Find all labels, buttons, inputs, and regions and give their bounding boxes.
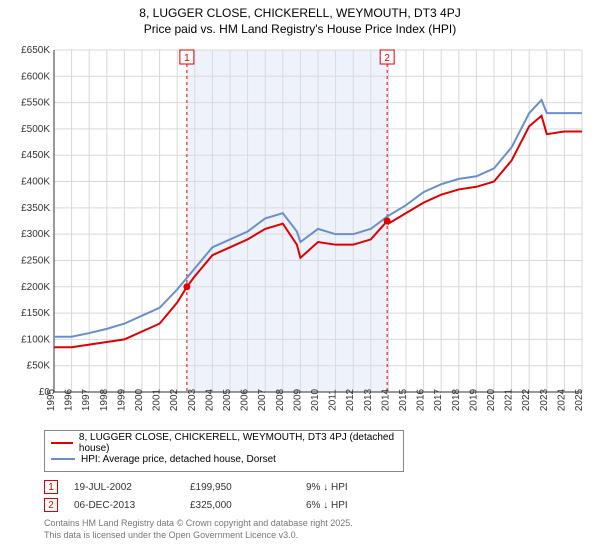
svg-text:1995: 1995 bbox=[46, 388, 57, 411]
svg-text:2004: 2004 bbox=[204, 388, 215, 411]
svg-text:2017: 2017 bbox=[433, 388, 444, 411]
svg-text:2016: 2016 bbox=[416, 388, 427, 411]
svg-text:2011: 2011 bbox=[328, 389, 339, 411]
svg-text:£100K: £100K bbox=[21, 334, 50, 345]
svg-text:2012: 2012 bbox=[345, 388, 356, 411]
sale-marker: 1 bbox=[44, 480, 58, 494]
chart-subtitle: Price paid vs. HM Land Registry's House … bbox=[0, 20, 600, 36]
svg-text:2008: 2008 bbox=[275, 388, 286, 411]
footnote-line: Contains HM Land Registry data © Crown c… bbox=[44, 518, 590, 530]
svg-text:2009: 2009 bbox=[292, 388, 303, 411]
svg-text:£200K: £200K bbox=[21, 282, 50, 293]
legend-label: HPI: Average price, detached house, Dors… bbox=[81, 454, 276, 465]
svg-text:£250K: £250K bbox=[21, 255, 50, 266]
svg-text:1999: 1999 bbox=[116, 388, 127, 411]
svg-text:2023: 2023 bbox=[539, 388, 550, 411]
svg-text:1: 1 bbox=[184, 53, 190, 64]
svg-text:2019: 2019 bbox=[468, 388, 479, 411]
legend-label: 8, LUGGER CLOSE, CHICKERELL, WEYMOUTH, D… bbox=[79, 432, 397, 454]
svg-text:£450K: £450K bbox=[21, 150, 50, 161]
sale-diff: 6% ↓ HPI bbox=[306, 500, 406, 511]
svg-text:1998: 1998 bbox=[99, 388, 110, 411]
svg-text:2003: 2003 bbox=[187, 388, 198, 411]
sale-row: 1 19-JUL-2002 £199,950 9% ↓ HPI bbox=[44, 478, 590, 496]
legend: 8, LUGGER CLOSE, CHICKERELL, WEYMOUTH, D… bbox=[44, 430, 404, 472]
svg-text:£600K: £600K bbox=[21, 71, 50, 82]
svg-text:2025: 2025 bbox=[574, 388, 585, 411]
svg-text:£500K: £500K bbox=[21, 124, 50, 135]
svg-text:2021: 2021 bbox=[504, 388, 515, 411]
legend-swatch bbox=[51, 442, 73, 444]
svg-text:2013: 2013 bbox=[363, 388, 374, 411]
sales-table: 1 19-JUL-2002 £199,950 9% ↓ HPI 2 06-DEC-2013… bbox=[44, 478, 590, 514]
footnote: Contains HM Land Registry data © Crown c… bbox=[44, 518, 590, 541]
svg-text:2018: 2018 bbox=[451, 388, 462, 411]
svg-text:2006: 2006 bbox=[240, 388, 251, 411]
svg-text:1996: 1996 bbox=[64, 388, 75, 411]
sale-diff: 9% ↓ HPI bbox=[306, 482, 406, 493]
sale-date: 06-DEC-2013 bbox=[74, 500, 174, 511]
svg-text:2001: 2001 bbox=[152, 388, 163, 411]
sale-price: £199,950 bbox=[190, 482, 290, 493]
chart-area: 12£0£50K£100K£150K£200K£250K£300K£350K£4… bbox=[10, 42, 590, 422]
svg-text:1997: 1997 bbox=[81, 388, 92, 411]
legend-item: 8, LUGGER CLOSE, CHICKERELL, WEYMOUTH, D… bbox=[51, 435, 397, 451]
svg-text:2024: 2024 bbox=[556, 388, 567, 411]
svg-text:2014: 2014 bbox=[380, 388, 391, 411]
svg-text:£350K: £350K bbox=[21, 203, 50, 214]
line-chart: 12£0£50K£100K£150K£200K£250K£300K£350K£4… bbox=[10, 42, 590, 422]
svg-text:£550K: £550K bbox=[21, 98, 50, 109]
svg-text:2002: 2002 bbox=[169, 388, 180, 411]
svg-text:2000: 2000 bbox=[134, 388, 145, 411]
sale-marker: 2 bbox=[44, 498, 58, 512]
sale-row: 2 06-DEC-2013 £325,000 6% ↓ HPI bbox=[44, 496, 590, 514]
legend-swatch bbox=[51, 458, 75, 460]
svg-text:2010: 2010 bbox=[310, 388, 321, 411]
svg-text:2015: 2015 bbox=[398, 388, 409, 411]
svg-text:2007: 2007 bbox=[257, 388, 268, 411]
footnote-line: This data is licensed under the Open Gov… bbox=[44, 530, 590, 542]
svg-text:2020: 2020 bbox=[486, 388, 497, 411]
svg-text:2005: 2005 bbox=[222, 388, 233, 411]
svg-text:2022: 2022 bbox=[521, 388, 532, 411]
svg-text:£400K: £400K bbox=[21, 177, 50, 188]
sale-price: £325,000 bbox=[190, 500, 290, 511]
svg-text:£650K: £650K bbox=[21, 45, 50, 56]
svg-text:£300K: £300K bbox=[21, 229, 50, 240]
chart-title: 8, LUGGER CLOSE, CHICKERELL, WEYMOUTH, D… bbox=[0, 0, 600, 20]
svg-text:2: 2 bbox=[384, 53, 390, 64]
svg-text:£150K: £150K bbox=[21, 308, 50, 319]
svg-text:£50K: £50K bbox=[27, 361, 51, 372]
sale-date: 19-JUL-2002 bbox=[74, 482, 174, 493]
